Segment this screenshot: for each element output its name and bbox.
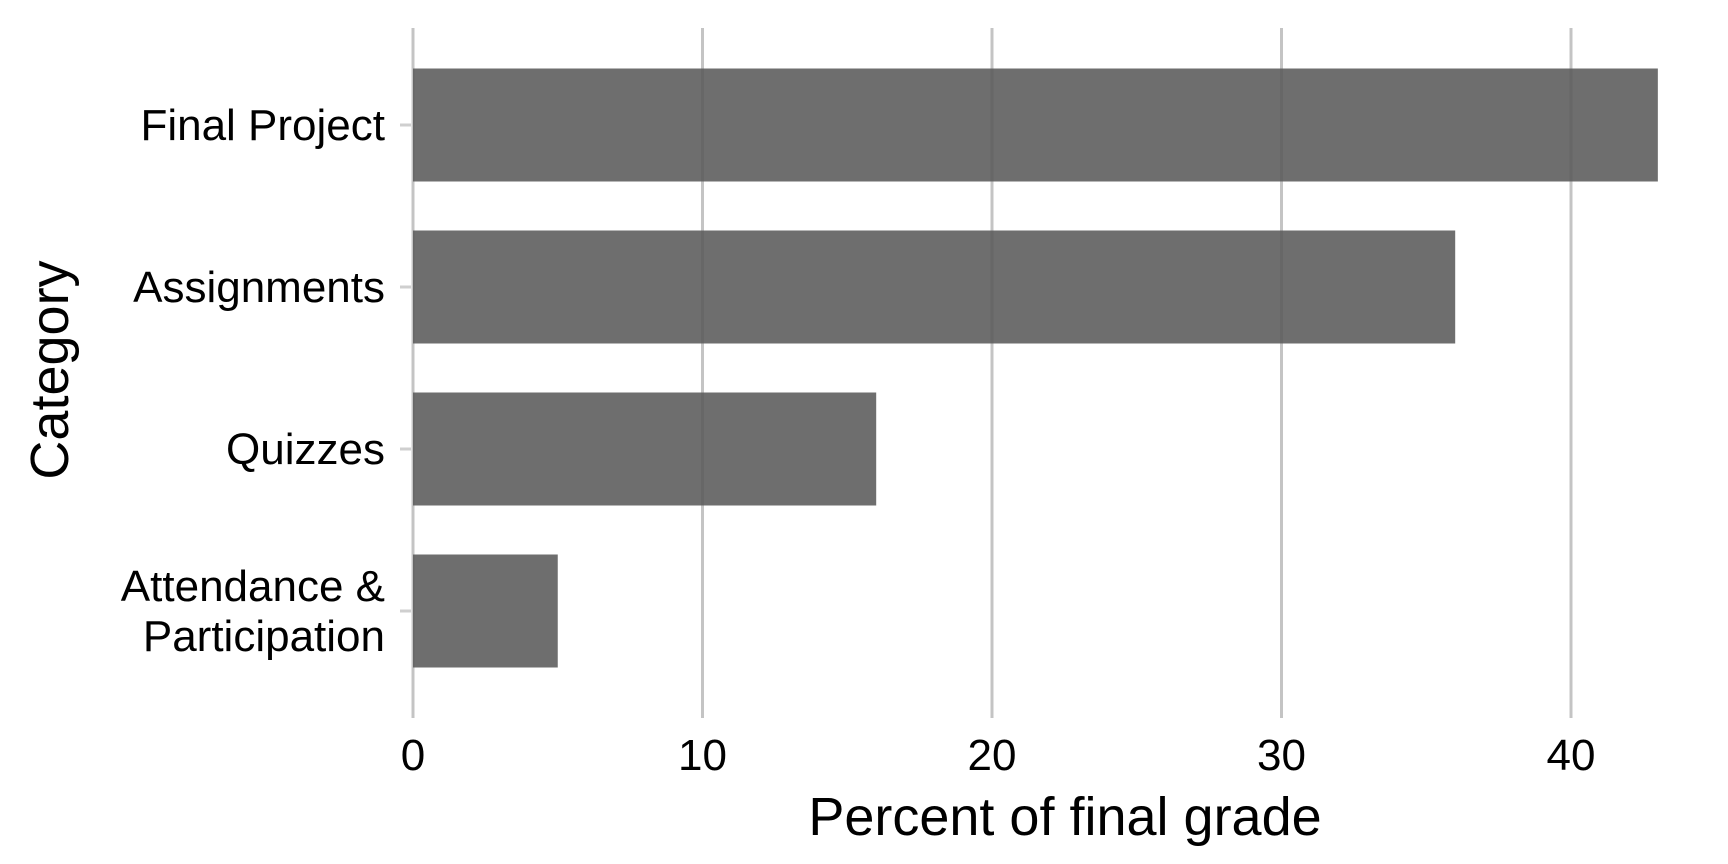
y-axis-ticks: Final Project Assignments Quizzes Attendanc…: [121, 101, 411, 661]
x-tick-label: 40: [1547, 731, 1596, 780]
y-tick-label: Quizzes: [226, 425, 385, 474]
bar: [413, 392, 877, 506]
x-tick-label: 30: [1257, 731, 1306, 780]
y-tick-label: Final Project: [140, 101, 385, 150]
x-tick-label: 0: [401, 731, 425, 780]
x-axis-title: Percent of final grade: [808, 787, 1321, 847]
bars: [411, 28, 1658, 718]
x-tick-label: 20: [968, 731, 1017, 780]
bar: [413, 68, 1658, 182]
y-tick-label: Assignments: [133, 263, 385, 312]
bar: [413, 554, 558, 668]
x-tick-label: 10: [678, 731, 727, 780]
y-axis-title: Category: [20, 260, 80, 479]
y-tick-label: Attendance &: [121, 562, 385, 611]
x-axis-tick-labels: 0 10 20 30 40: [401, 731, 1596, 780]
bar: [413, 230, 1456, 344]
y-tick-label: Participation: [143, 612, 385, 661]
